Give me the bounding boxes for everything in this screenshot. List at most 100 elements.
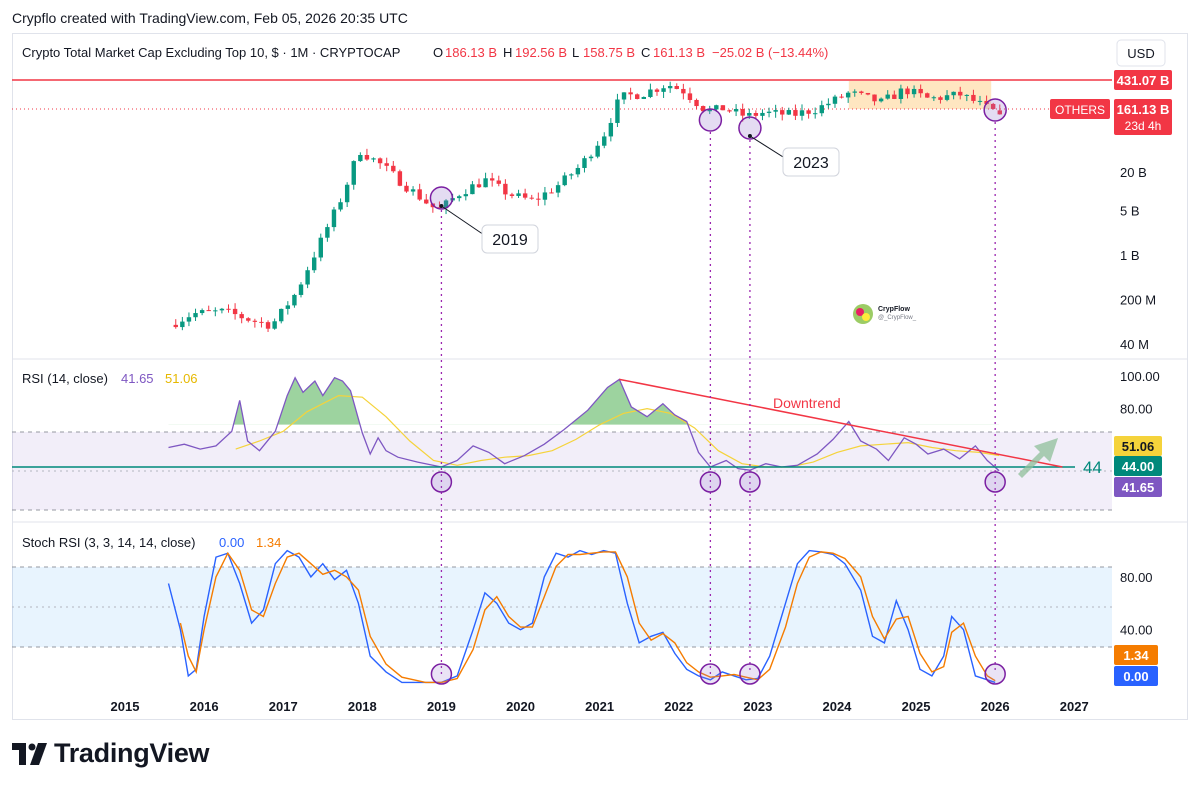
candle[interactable] (885, 94, 890, 99)
candle[interactable] (496, 180, 501, 184)
candle[interactable] (344, 184, 350, 203)
candle[interactable] (687, 93, 693, 100)
candle[interactable] (602, 136, 607, 146)
candle[interactable] (193, 313, 198, 318)
candle[interactable] (674, 86, 679, 89)
candle[interactable] (898, 88, 904, 99)
candle[interactable] (727, 110, 732, 112)
candle[interactable] (180, 321, 185, 328)
candle[interactable] (681, 88, 686, 94)
candle[interactable] (628, 92, 633, 95)
candle[interactable] (977, 100, 983, 102)
candle[interactable] (331, 209, 337, 228)
candle[interactable] (285, 305, 291, 309)
candle[interactable] (747, 113, 752, 116)
candle[interactable] (878, 98, 884, 102)
candle[interactable] (582, 158, 587, 168)
candle[interactable] (661, 88, 666, 92)
candle[interactable] (364, 154, 370, 160)
candle[interactable] (555, 185, 561, 193)
candle[interactable] (536, 198, 541, 200)
candle[interactable] (707, 109, 712, 112)
candle[interactable] (780, 110, 785, 115)
candle[interactable] (872, 94, 877, 102)
candle[interactable] (219, 308, 225, 311)
candle[interactable] (812, 113, 818, 115)
candle[interactable] (635, 94, 640, 99)
candle[interactable] (562, 175, 567, 186)
candle[interactable] (786, 110, 792, 115)
candle[interactable] (463, 194, 469, 197)
candle[interactable] (958, 91, 963, 96)
candle[interactable] (865, 92, 871, 95)
candle[interactable] (470, 184, 475, 195)
candle[interactable] (595, 145, 600, 157)
candle[interactable] (397, 171, 403, 186)
candle[interactable] (720, 105, 726, 111)
rsi-line[interactable] (168, 376, 1000, 472)
candle[interactable] (938, 97, 943, 100)
candle[interactable] (944, 95, 950, 100)
candle[interactable] (990, 103, 996, 109)
candle[interactable] (549, 192, 554, 194)
candle[interactable] (384, 163, 389, 166)
candle[interactable] (931, 97, 937, 99)
candle[interactable] (588, 156, 594, 159)
candle[interactable] (621, 92, 627, 100)
candle[interactable] (740, 108, 745, 116)
currency-button-bg[interactable] (1116, 39, 1166, 67)
candle[interactable] (654, 89, 660, 92)
candle[interactable] (279, 308, 284, 322)
candle[interactable] (476, 184, 482, 188)
candle[interactable] (377, 158, 383, 164)
candle[interactable] (424, 199, 429, 204)
candle[interactable] (226, 308, 231, 310)
candle[interactable] (298, 284, 304, 295)
price-panel[interactable]: 20 B 5 B 1 B 200 M 40 M 431.07 B OTHERS 161.13 … (12, 70, 1172, 352)
candle[interactable] (232, 308, 238, 315)
stoch-rsi-panel[interactable]: 80.00 40.00 1.34 0.00 Stoch RSI (3, 3, 14, 1… (22, 535, 1158, 686)
candle[interactable] (569, 174, 574, 176)
candle[interactable] (522, 193, 528, 198)
candle[interactable] (529, 197, 534, 199)
candle[interactable] (859, 91, 864, 93)
candle[interactable] (694, 99, 699, 107)
candle[interactable] (173, 324, 178, 328)
candle[interactable] (760, 112, 765, 116)
candle[interactable] (417, 189, 422, 200)
candle[interactable] (305, 270, 310, 285)
candle[interactable] (575, 167, 581, 175)
candle[interactable] (542, 192, 548, 200)
candle[interactable] (667, 86, 673, 89)
tradingview-logo[interactable]: TradingView (12, 738, 210, 769)
candle[interactable] (503, 183, 508, 195)
candle[interactable] (325, 227, 330, 238)
candle[interactable] (252, 320, 258, 322)
candle[interactable] (404, 185, 409, 192)
candle[interactable] (852, 91, 857, 93)
candle[interactable] (925, 93, 930, 98)
candle[interactable] (489, 178, 495, 181)
candle[interactable] (351, 161, 356, 185)
candle[interactable] (819, 105, 824, 114)
candle[interactable] (733, 108, 739, 112)
candle[interactable] (997, 110, 1002, 115)
candle[interactable] (509, 194, 515, 196)
candle[interactable] (199, 310, 205, 314)
candle[interactable] (338, 202, 343, 210)
candle[interactable] (971, 94, 976, 101)
candle[interactable] (410, 189, 416, 192)
stoch-k-line[interactable] (167, 549, 996, 684)
stoch-d-line[interactable] (179, 551, 996, 684)
candle[interactable] (391, 165, 396, 172)
candle[interactable] (608, 122, 614, 137)
candle[interactable] (832, 96, 838, 104)
candle[interactable] (318, 237, 323, 258)
candle[interactable] (641, 96, 647, 99)
candle[interactable] (826, 103, 831, 106)
candle[interactable] (516, 193, 521, 196)
candle[interactable] (766, 111, 772, 113)
candle[interactable] (457, 196, 462, 199)
candle[interactable] (714, 105, 719, 110)
